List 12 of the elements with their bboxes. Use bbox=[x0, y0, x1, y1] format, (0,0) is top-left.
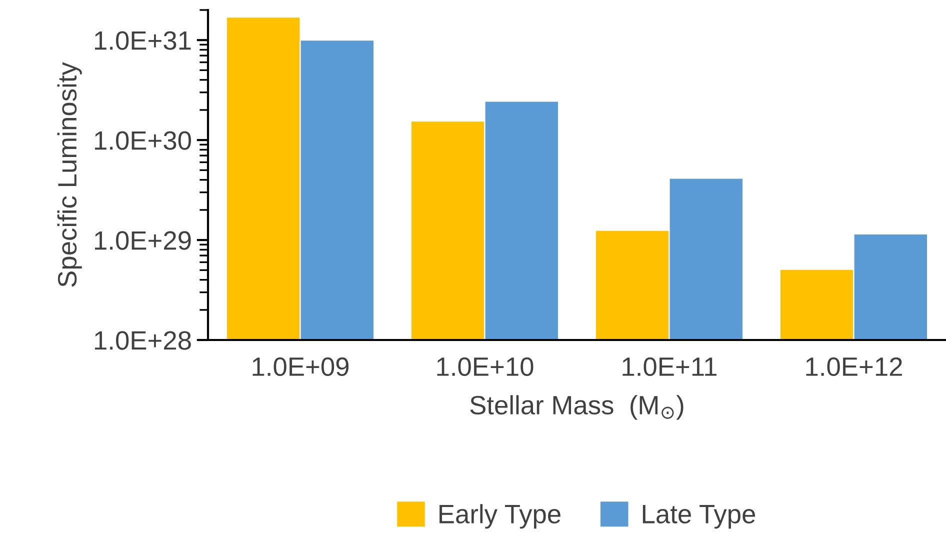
y-tick-label: 1.0E+31 bbox=[94, 31, 191, 50]
y-tick-label: 1.0E+28 bbox=[94, 331, 191, 350]
x-tick-label: 1.0E+09 bbox=[252, 357, 349, 376]
x-tick-label: 1.0E+12 bbox=[806, 357, 902, 376]
x-axis-title: Stellar Mass (M$_{⊙}$) bbox=[470, 395, 684, 420]
y-tick-label: 1.0E+29 bbox=[94, 231, 191, 250]
y-axis-title: Specific Luminosity bbox=[57, 62, 82, 287]
legend-label: Early Type bbox=[440, 504, 560, 529]
x-tick-label: 1.0E+10 bbox=[437, 357, 534, 376]
x-tick-label: 1.0E+11 bbox=[622, 357, 717, 376]
y-tick-label: 1.0E+30 bbox=[94, 131, 191, 150]
legend-label: Late Type bbox=[642, 505, 756, 529]
